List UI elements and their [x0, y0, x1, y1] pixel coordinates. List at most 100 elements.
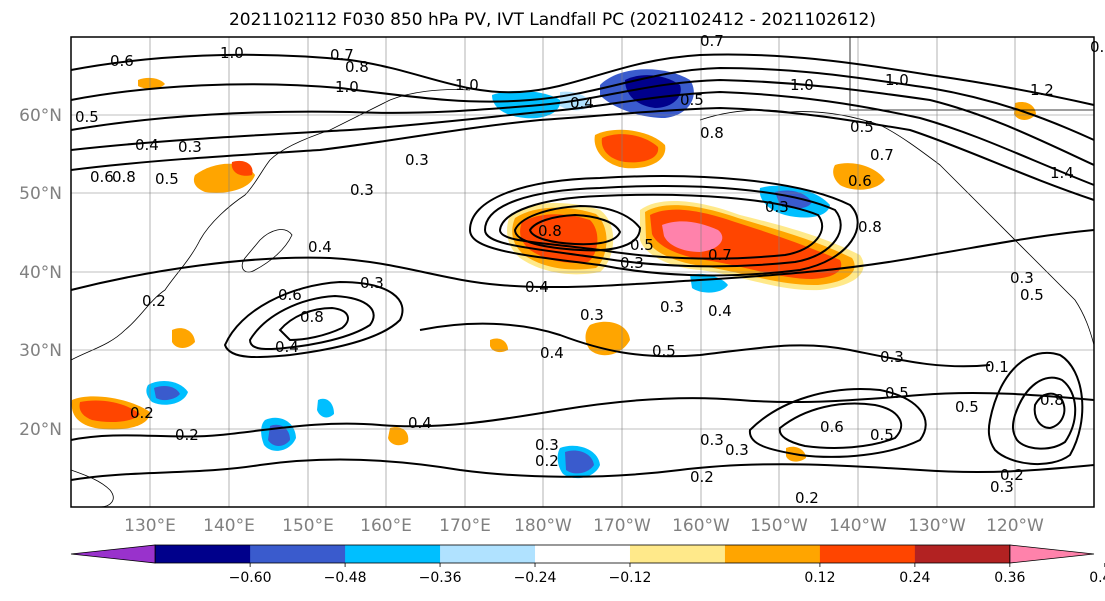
- lat-tick-label: 40°N: [19, 263, 62, 283]
- contour-label: 0.5: [652, 342, 676, 360]
- lat-tick-label: 20°N: [19, 420, 62, 440]
- contour-label: 0.7: [700, 32, 724, 50]
- contour-label: 1.0: [790, 76, 814, 94]
- lon-tick-label: 170°W: [593, 516, 651, 536]
- contour-label: 0.8: [858, 218, 882, 236]
- lat-tick-label: 50°N: [19, 184, 62, 204]
- contour-label: 0.5: [680, 91, 704, 109]
- colorbar-tick-label: 0.24: [899, 570, 930, 586]
- contour-label: 0.3: [990, 478, 1014, 496]
- lon-tick-label: 150°E: [282, 516, 334, 536]
- lat-axis: 60°N 50°N 40°N 30°N 20°N: [19, 106, 62, 440]
- contour-label: 0.8: [1040, 391, 1064, 409]
- contour-label: 0.4: [570, 94, 594, 112]
- colorbar-segment: [440, 545, 536, 563]
- contour-label: 0.1: [1090, 38, 1105, 56]
- contour-label: 0.7: [870, 146, 894, 164]
- colorbar-segment: [629, 545, 726, 563]
- colorbar-segment: [914, 545, 1011, 563]
- contour-label: 0.2: [175, 426, 199, 444]
- contour-label: 1.0: [885, 71, 909, 89]
- colorbar-tick-label: 0.12: [804, 570, 835, 586]
- contour-label: 1.4: [1050, 164, 1074, 182]
- contour-label: 0.8: [345, 58, 369, 76]
- colorbar-tick-label: −0.36: [419, 570, 462, 586]
- contour-label: 1.0: [220, 44, 244, 62]
- contour-label: 0.5: [850, 118, 874, 136]
- contour-label: 0.3: [405, 151, 429, 169]
- contour-label: 1.2: [1030, 81, 1054, 99]
- contour-label: 0.5: [75, 108, 99, 126]
- lon-tick-label: 180°W: [514, 516, 572, 536]
- lon-axis: 130°E 140°E 150°E 160°E 170°E 180°W 170°…: [124, 516, 1044, 536]
- colorbar-segment: [250, 545, 346, 563]
- colorbar-tick-label: −0.48: [324, 570, 367, 586]
- contour-label: 0.5: [870, 426, 894, 444]
- lon-tick-label: 120°W: [986, 516, 1044, 536]
- contour-label: 0.5: [955, 398, 979, 416]
- contour-label: 0.4: [540, 344, 564, 362]
- contour-label: 0.2: [690, 468, 714, 486]
- colorbar-tick-label: 0.48: [1089, 570, 1105, 586]
- contour-label: 1.0: [335, 78, 359, 96]
- contour-label: 0.5: [885, 384, 909, 402]
- contour-label: 0.2: [535, 452, 559, 470]
- contour-label: 0.6: [820, 418, 844, 436]
- contour-label: 0.3: [580, 306, 604, 324]
- contour-label: 0.7: [330, 46, 354, 64]
- colorbar-tick-label: −0.12: [609, 570, 652, 586]
- lon-tick-label: 160°E: [360, 516, 412, 536]
- pv-contours: [70, 53, 1095, 481]
- contour-label: 0.6: [90, 168, 114, 186]
- contour-label: 0.3: [620, 254, 644, 272]
- contour-label: 0.8: [538, 222, 562, 240]
- contour-label: 0.6: [278, 286, 302, 304]
- contour-label: 0.5: [630, 236, 654, 254]
- contour-label: 0.2: [130, 404, 154, 422]
- contour-label: 0.3: [880, 348, 904, 366]
- lon-tick-label: 170°E: [439, 516, 491, 536]
- gridlines: [71, 37, 1094, 507]
- colorbar-extend-high: [1009, 544, 1095, 564]
- colorbar-tick-label: −0.24: [514, 570, 557, 586]
- contour-label: 0.7: [708, 246, 732, 264]
- lon-tick-label: 130°E: [124, 516, 176, 536]
- colorbar-outline: [154, 544, 1011, 564]
- contour-label: 0.3: [660, 298, 684, 316]
- contour-label: 0.4: [708, 302, 732, 320]
- contour-label: 0.2: [1000, 466, 1024, 484]
- lon-tick-label: 130°W: [908, 516, 966, 536]
- colorbar-segment: [155, 545, 251, 563]
- contour-label: 0.2: [142, 292, 166, 310]
- contour-label: 0.2: [795, 489, 819, 507]
- contour-label: 0.3: [360, 274, 384, 292]
- contour-label: 0.3: [700, 431, 724, 449]
- contour-label: 0.4: [275, 338, 299, 356]
- contour-label: 0.6: [110, 52, 134, 70]
- contour-label: 0.8: [112, 168, 136, 186]
- plot-title: 2021102112 F030 850 hPa PV, IVT Landfall…: [228, 10, 876, 30]
- colorbar: −0.60 −0.48 −0.36 −0.24 −0.12 0.12 0.24 0.36 0.4…: [70, 544, 1105, 586]
- colorbar-segment: [819, 545, 916, 563]
- contour-label: 0.1: [985, 358, 1009, 376]
- contour-label: 0.8: [300, 308, 324, 326]
- contour-label: 0.3: [178, 138, 202, 156]
- contour-label: 0.4: [408, 414, 432, 432]
- colorbar-segment: [724, 545, 821, 563]
- lon-tick-label: 140°W: [829, 516, 887, 536]
- map-frame: [70, 36, 1095, 508]
- contour-label: 0.5: [1020, 286, 1044, 304]
- contour-label: 0.6: [848, 172, 872, 190]
- contour-label: 1.0: [455, 76, 479, 94]
- contour-label: 0.4: [525, 278, 549, 296]
- contour-label: 0.3: [765, 198, 789, 216]
- colorbar-tick-label: 0.36: [994, 570, 1025, 586]
- contour-label: 0.3: [1010, 269, 1034, 287]
- colorbar-extend-low: [70, 544, 156, 564]
- contour-label: 0.4: [308, 238, 332, 256]
- contour-label: 0.3: [725, 441, 749, 459]
- colorbar-segment: [345, 545, 441, 563]
- colorbar-segment: [535, 545, 631, 563]
- lat-tick-label: 30°N: [19, 341, 62, 361]
